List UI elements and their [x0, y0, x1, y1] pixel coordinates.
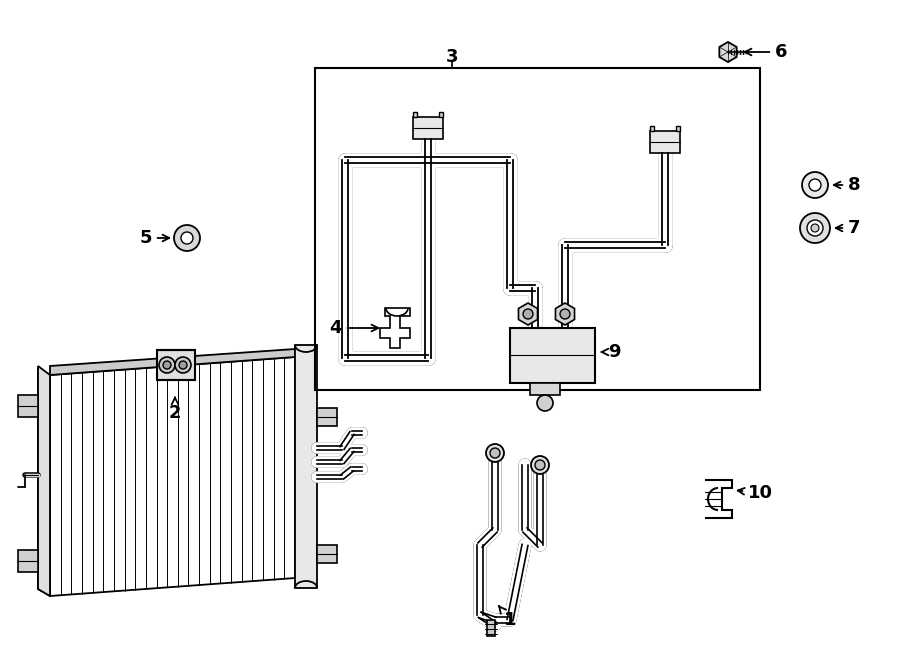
Polygon shape [317, 545, 337, 563]
Bar [157, 350, 195, 380]
Polygon shape [295, 345, 317, 588]
Bar [650, 131, 680, 153]
Circle shape [802, 172, 828, 198]
Polygon shape [317, 408, 337, 426]
Text: 2: 2 [169, 397, 181, 422]
Polygon shape [50, 357, 295, 596]
Bar [315, 68, 760, 390]
Polygon shape [719, 42, 737, 62]
Bar [413, 117, 443, 139]
Text: 7: 7 [836, 219, 860, 237]
Bar [439, 112, 443, 117]
Text: 1: 1 [499, 606, 517, 629]
Text: 6: 6 [745, 43, 788, 61]
Polygon shape [555, 303, 574, 325]
Circle shape [159, 357, 175, 373]
Bar [650, 126, 654, 131]
Circle shape [175, 357, 191, 373]
Bar [413, 112, 417, 117]
Polygon shape [38, 366, 50, 596]
Bar [510, 328, 595, 383]
Bar [676, 126, 680, 131]
Polygon shape [18, 550, 38, 572]
Circle shape [181, 232, 193, 244]
Polygon shape [518, 303, 537, 325]
Circle shape [486, 444, 504, 462]
Polygon shape [38, 368, 50, 596]
Circle shape [809, 179, 821, 191]
Circle shape [174, 225, 200, 251]
Polygon shape [50, 349, 295, 375]
Text: 4: 4 [329, 319, 378, 337]
Circle shape [800, 213, 830, 243]
Circle shape [490, 448, 500, 458]
Bar [487, 620, 495, 636]
Text: 3: 3 [446, 48, 458, 66]
Text: 9: 9 [601, 343, 620, 361]
Circle shape [179, 361, 187, 369]
Circle shape [531, 456, 549, 474]
Circle shape [523, 309, 533, 319]
Text: 8: 8 [833, 176, 860, 194]
Circle shape [560, 309, 570, 319]
Text: 5: 5 [140, 229, 169, 247]
Circle shape [811, 224, 819, 232]
Circle shape [535, 460, 545, 470]
Circle shape [163, 361, 171, 369]
Bar [530, 383, 560, 395]
Text: 10: 10 [738, 484, 773, 502]
Circle shape [807, 220, 823, 236]
Circle shape [537, 395, 553, 411]
Polygon shape [18, 395, 38, 417]
